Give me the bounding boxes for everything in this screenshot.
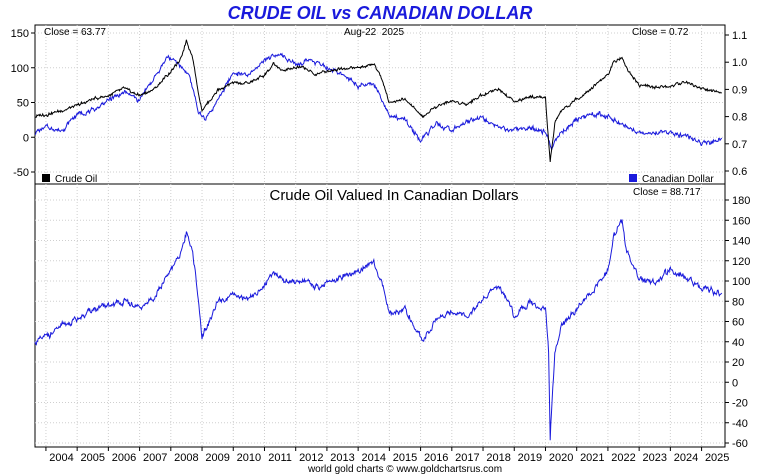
cad-close-label: Close = 0.72 [632,27,689,38]
x-tick-label: 2006 [112,452,136,464]
bottom-right-tick-label: 20 [732,357,744,369]
x-tick-label: 2015 [393,452,417,464]
bottom-right-axis-ticks: 180 160 140 120 100 80 60 40 20 0 -20 -40 -60 [725,195,750,450]
series-line-crude-oil [34,39,722,163]
bottom-right-tick-label: 0 [732,377,738,389]
top-panel-series [34,39,722,163]
x-tick-label: 2007 [143,452,167,464]
x-tick-label: 2004 [49,452,73,464]
top-right-tick-label: 0.9 [732,84,747,96]
oil-close-label: Close = 63.77 [44,27,106,38]
bottom-right-tick-label: 80 [732,296,744,308]
bottom-right-tick-label: 180 [732,195,750,207]
top-panel-frame [34,24,726,185]
x-axis-ticks: 2004 2005 2006 2007 2008 2009 2010 2011 2012 2013… [45,447,729,464]
bottom-right-tick-label: 140 [732,236,750,248]
x-tick-label: 2023 [643,452,667,464]
bottom-right-tick-label: 100 [732,276,750,288]
top-left-tick-label: -50 [13,167,29,179]
bottom-panel-series [34,218,723,441]
legend-swatch-cad [629,174,637,182]
legend-label-oil: Crude Oil [55,174,97,185]
x-tick-label: 2017 [455,452,479,464]
top-right-axis-ticks: 1.1 1.0 0.9 0.8 0.7 0.6 [725,30,747,178]
bottom-right-tick-label: -60 [732,438,748,450]
bottom-close-label: Close = 88.717 [633,187,701,198]
bottom-right-tick-label: 120 [732,256,750,268]
top-panel-grid [35,32,725,173]
bottom-right-tick-label: 60 [732,317,744,329]
bottom-panel-grid [35,199,725,444]
x-tick-label: 2012 [299,452,323,464]
x-gridlines [45,25,703,447]
top-right-tick-label: 0.6 [732,166,747,178]
x-tick-label: 2024 [674,452,698,464]
top-left-tick-label: 150 [11,28,29,40]
top-left-axis-ticks: 150 100 50 0 -50 [11,28,35,179]
x-tick-label: 2019 [518,452,542,464]
x-tick-label: 2005 [81,452,105,464]
bottom-panel-title: Crude Oil Valued In Canadian Dollars [269,187,518,204]
top-right-tick-label: 1.1 [732,30,747,42]
x-tick-label: 2018 [486,452,510,464]
series-line-oil-in-cad [34,218,723,441]
x-tick-label: 2010 [237,452,261,464]
top-left-tick-label: 50 [17,98,29,110]
x-tick-label: 2022 [611,452,635,464]
legend-label-cad: Canadian Dollar [642,174,714,185]
chart-title: CRUDE OIL vs CANADIAN DOLLAR [228,3,533,23]
bottom-right-tick-label: -40 [732,418,748,430]
bottom-right-tick-label: 40 [732,337,744,349]
bottom-right-tick-label: 160 [732,215,750,227]
x-tick-label: 2008 [174,452,198,464]
date-label: Aug-22 2025 [344,27,404,38]
series-line-canadian-dollar [34,52,722,151]
top-right-tick-label: 1.0 [732,57,747,69]
x-tick-label: 2025 [705,452,729,464]
top-left-tick-label: 0 [23,132,29,144]
x-tick-label: 2021 [580,452,604,464]
footer-credit: world gold charts © www.goldchartsrus.co… [307,464,502,475]
x-tick-label: 2020 [549,452,573,464]
bottom-right-tick-label: -20 [732,398,748,410]
x-tick-label: 2013 [330,452,354,464]
top-right-tick-label: 0.8 [732,112,747,124]
x-tick-label: 2014 [362,452,386,464]
top-left-tick-label: 100 [11,63,29,75]
x-tick-label: 2011 [268,452,292,464]
legend-swatch-oil [42,174,50,182]
x-tick-label: 2016 [424,452,448,464]
bottom-panel-frame [34,183,726,448]
x-tick-label: 2009 [205,452,229,464]
top-right-tick-label: 0.7 [732,139,747,151]
